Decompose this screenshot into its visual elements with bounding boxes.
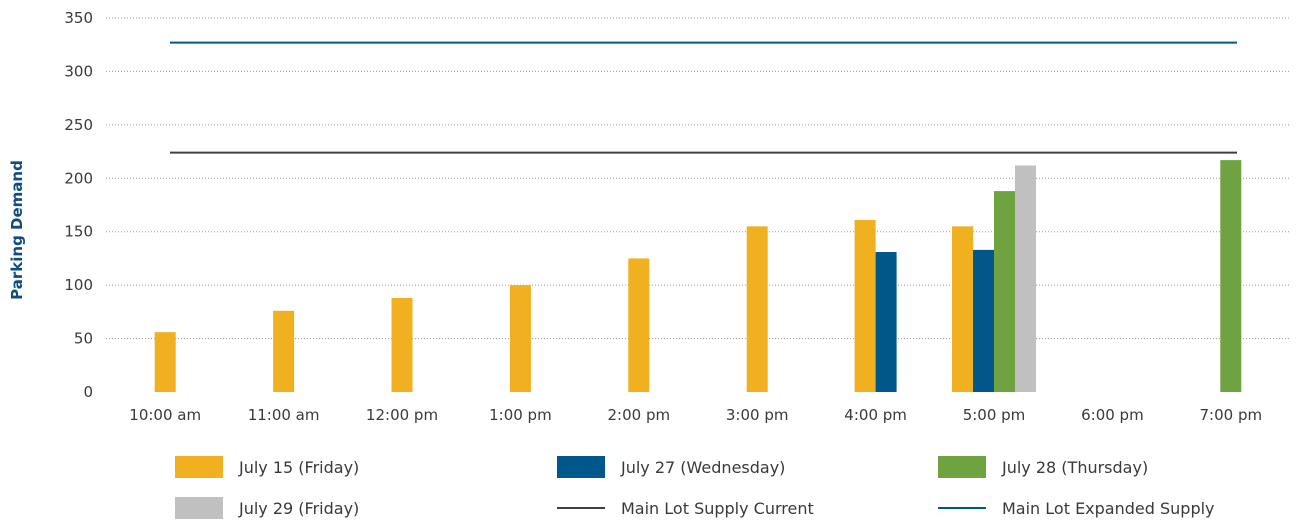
bar xyxy=(628,258,650,392)
bar xyxy=(875,252,897,392)
x-tick-label: 5:00 pm xyxy=(963,406,1026,424)
x-tick-label: 1:00 pm xyxy=(489,406,552,424)
bar xyxy=(746,226,768,392)
grid-lines xyxy=(106,17,1290,340)
x-tick-label: 7:00 pm xyxy=(1200,406,1263,424)
x-tick-label: 3:00 pm xyxy=(726,406,789,424)
bar xyxy=(509,285,531,392)
bar xyxy=(973,249,994,392)
reference-lines xyxy=(170,41,1237,154)
x-tick-label: 4:00 pm xyxy=(844,406,907,424)
bar xyxy=(273,310,295,392)
x-tick-label: 11:00 am xyxy=(248,406,320,424)
y-tick-label: 150 xyxy=(64,223,93,241)
x-tick-label: 6:00 pm xyxy=(1081,406,1144,424)
bar xyxy=(994,191,1015,392)
y-tick-label: 250 xyxy=(64,116,93,134)
y-tick-label: 350 xyxy=(64,9,93,27)
y-axis-label: Parking Demand xyxy=(8,160,26,300)
y-tick-label: 100 xyxy=(64,276,93,294)
x-tick-labels: 10:00 am 11:00 am 12:00 pm 1:00 pm 2:00 pm 3:… xyxy=(129,406,1262,424)
bar xyxy=(391,297,413,392)
y-tick-label: 300 xyxy=(64,62,93,80)
x-tick-label: 10:00 am xyxy=(129,406,201,424)
y-tick-labels: 0 50 100 150 200 250 300 350 xyxy=(64,9,93,401)
y-tick-label: 200 xyxy=(64,169,93,187)
bar xyxy=(1015,165,1036,392)
bar xyxy=(154,332,176,392)
y-tick-label: 0 xyxy=(83,383,93,401)
x-tick-label: 12:00 pm xyxy=(366,406,438,424)
x-tick-label: 2:00 pm xyxy=(608,406,671,424)
bars xyxy=(154,160,1242,392)
bar xyxy=(1220,160,1242,392)
y-tick-label: 50 xyxy=(74,330,93,348)
bar xyxy=(854,219,876,392)
bar xyxy=(952,226,973,392)
